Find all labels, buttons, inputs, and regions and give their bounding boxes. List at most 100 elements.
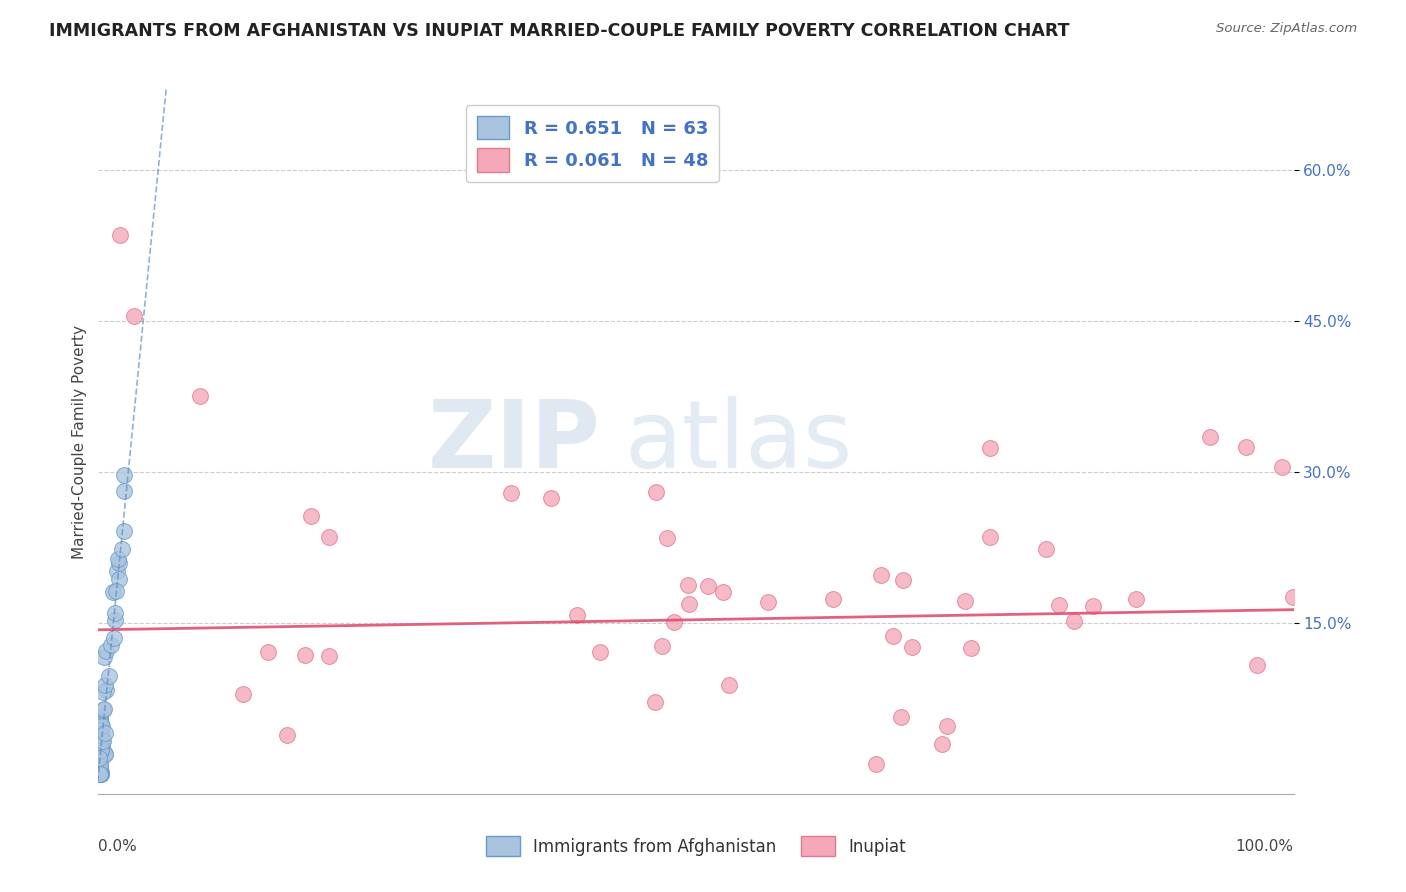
Point <box>718 678 741 692</box>
Point <box>91 730 114 744</box>
Point <box>91 744 114 758</box>
Point <box>979 530 1001 544</box>
Point <box>232 687 254 701</box>
Point <box>644 695 666 709</box>
Point <box>1035 542 1057 557</box>
Point <box>98 669 121 683</box>
Point <box>87 763 110 777</box>
Point <box>501 486 523 500</box>
Text: atlas: atlas <box>624 395 852 488</box>
Point <box>111 541 134 556</box>
Point <box>299 508 322 523</box>
Point <box>89 766 111 780</box>
Point <box>821 592 844 607</box>
Point <box>93 702 115 716</box>
Point <box>91 719 114 733</box>
Point <box>96 644 118 658</box>
Point <box>1125 591 1147 606</box>
Point <box>1271 459 1294 474</box>
Point <box>1083 599 1105 613</box>
Point <box>89 766 111 780</box>
Point <box>676 578 699 592</box>
Point <box>89 766 111 780</box>
Text: Source: ZipAtlas.com: Source: ZipAtlas.com <box>1216 22 1357 36</box>
Point <box>697 579 720 593</box>
Point <box>882 629 904 643</box>
Point <box>94 678 117 692</box>
Point <box>91 734 114 748</box>
Point <box>1234 440 1257 454</box>
Point <box>89 766 111 780</box>
Point <box>891 574 914 588</box>
Point <box>90 743 112 757</box>
Point <box>1063 614 1085 628</box>
Point <box>89 763 111 777</box>
Point <box>105 564 128 578</box>
Point <box>112 483 135 498</box>
Point <box>188 389 211 403</box>
Point <box>104 606 127 620</box>
Point <box>294 648 316 663</box>
Point <box>318 530 340 544</box>
Point <box>93 650 115 665</box>
Point <box>870 568 893 582</box>
Point <box>89 730 111 744</box>
Point <box>90 743 112 757</box>
Point <box>1199 429 1222 443</box>
Point <box>90 731 112 746</box>
Point <box>94 683 117 698</box>
Point <box>89 766 111 780</box>
Point <box>651 639 673 653</box>
Point <box>100 638 122 652</box>
Point <box>107 552 129 566</box>
Point <box>645 485 668 500</box>
Point <box>89 759 111 773</box>
Point <box>91 736 114 750</box>
Text: ZIP: ZIP <box>427 395 600 488</box>
Point <box>960 641 983 656</box>
Point <box>276 727 298 741</box>
Point <box>318 649 340 664</box>
Point <box>931 737 953 751</box>
Point <box>89 714 111 728</box>
Point <box>540 491 562 505</box>
Point <box>94 747 117 762</box>
Point <box>89 759 111 773</box>
Text: 0.0%: 0.0% <box>98 839 138 855</box>
Point <box>87 744 110 758</box>
Point <box>713 584 735 599</box>
Point <box>662 615 685 630</box>
Point <box>104 613 127 627</box>
Point <box>108 572 131 586</box>
Point <box>90 723 112 737</box>
Point <box>108 228 131 243</box>
Point <box>91 738 114 752</box>
Point <box>936 719 959 733</box>
Text: 100.0%: 100.0% <box>1236 839 1294 855</box>
Point <box>90 752 112 766</box>
Point <box>89 718 111 732</box>
Text: IMMIGRANTS FROM AFGHANISTAN VS INUPIAT MARRIED-COUPLE FAMILY POVERTY CORRELATION: IMMIGRANTS FROM AFGHANISTAN VS INUPIAT M… <box>49 22 1070 40</box>
Point <box>93 703 115 717</box>
Point <box>1047 598 1070 612</box>
Point <box>890 710 912 724</box>
Point <box>89 712 111 726</box>
Point <box>678 597 700 611</box>
Point <box>257 645 280 659</box>
Point <box>865 756 887 771</box>
Y-axis label: Married-Couple Family Poverty: Married-Couple Family Poverty <box>72 325 87 558</box>
Point <box>1281 590 1303 604</box>
Point <box>124 309 146 323</box>
Point <box>90 717 112 731</box>
Point <box>112 524 135 539</box>
Point <box>90 766 112 780</box>
Point <box>89 746 111 760</box>
Point <box>756 595 779 609</box>
Point <box>565 608 588 623</box>
Point <box>112 468 135 483</box>
Point <box>91 734 114 748</box>
Point <box>655 531 678 545</box>
Point <box>901 640 924 655</box>
Point <box>89 766 111 780</box>
Point <box>90 764 112 779</box>
